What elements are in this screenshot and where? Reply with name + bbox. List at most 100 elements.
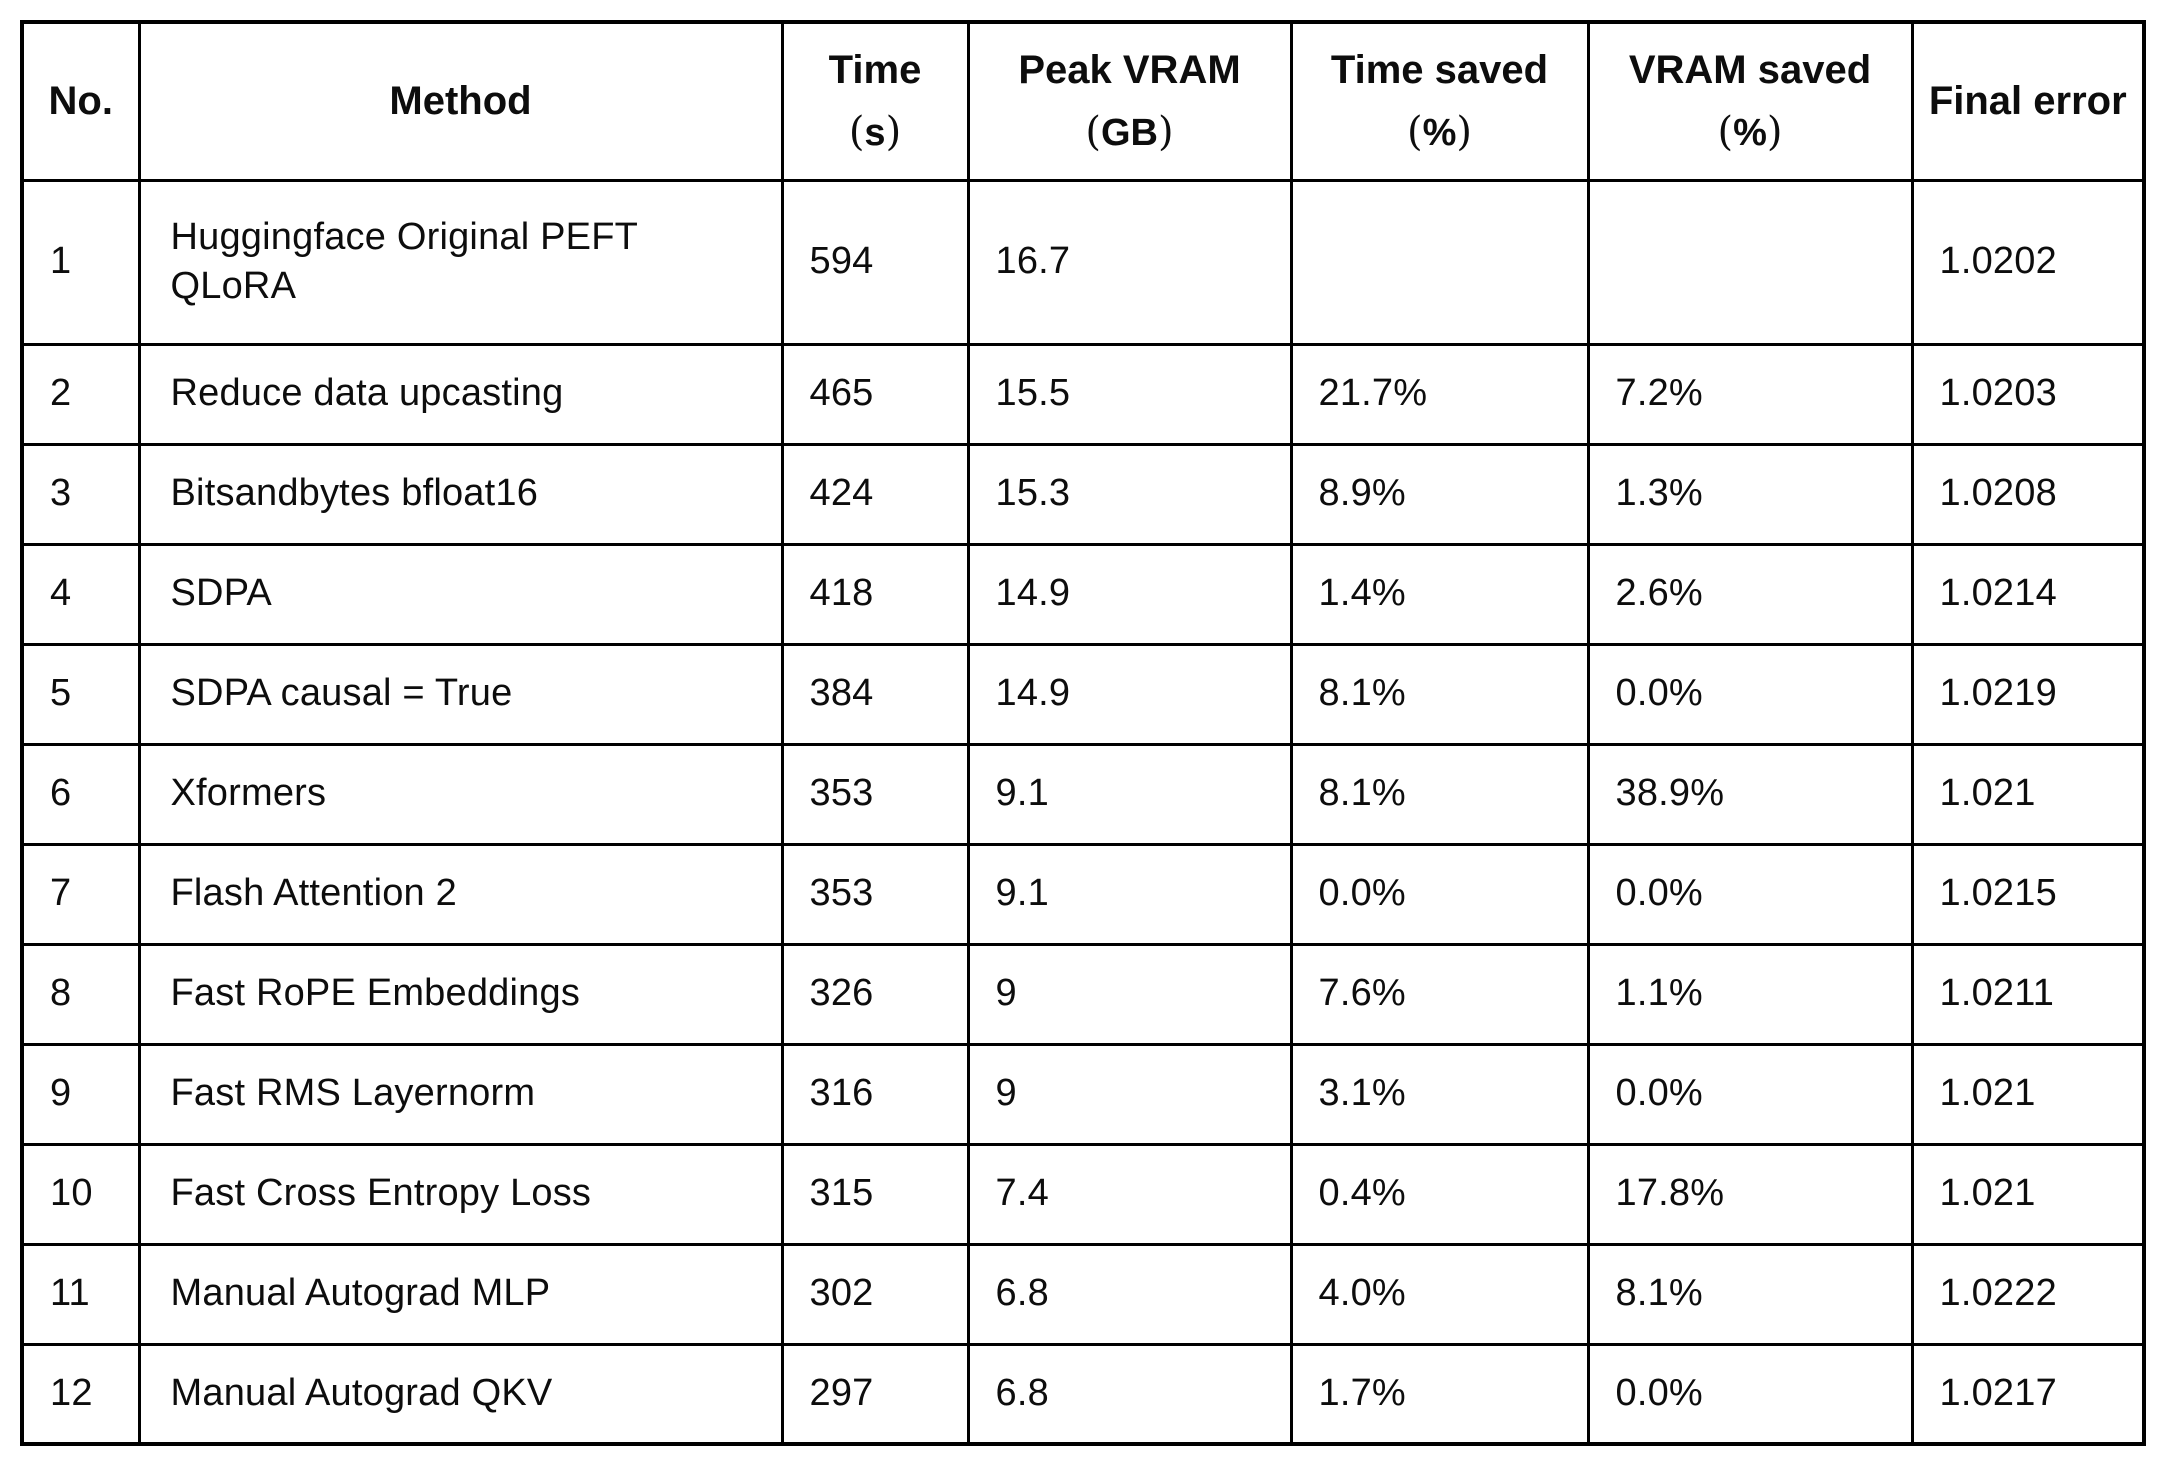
cell-peak-vram: 9.1: [966, 842, 1293, 946]
table-row: 12 Manual Autograd QKV 297 6.8 1.7% 0.0% 1.021…: [20, 1342, 2146, 1446]
cell-method: Fast Cross Entropy Loss: [137, 1142, 784, 1246]
column-header-final-error: Final error: [1910, 20, 2146, 182]
cell-final-error: 1.0208: [1910, 442, 2146, 546]
unit-text: s: [864, 112, 886, 154]
cell-peak-vram: 16.7: [966, 178, 1293, 346]
table-body: 1 Huggingface Original PEFT QLoRA 594 16.7 1…: [20, 178, 2146, 1446]
unit-text: GB: [1101, 112, 1158, 154]
cell-vram-saved: 17.8%: [1586, 1142, 1914, 1246]
cell-final-error: 1.0202: [1910, 178, 2146, 346]
paren-open: (: [1717, 109, 1734, 155]
paren-close: ): [1456, 109, 1472, 155]
cell-time: 302: [780, 1242, 970, 1346]
table-header: No. Method Time (s) Peak VRAM (GB) Time saved(…: [20, 20, 2146, 182]
cell-final-error: 1.0222: [1910, 1242, 2146, 1346]
column-header-time-saved: Time saved (%): [1289, 20, 1590, 182]
column-unit: (%): [1301, 107, 1579, 158]
cell-time-saved: 21.7%: [1289, 342, 1590, 446]
column-label: Method: [389, 79, 532, 124]
cell-peak-vram: 7.4: [966, 1142, 1293, 1246]
cell-final-error: 1.0203: [1910, 342, 2146, 446]
table-row: 6 Xformers 353 9.1 8.1% 38.9% 1.021: [20, 742, 2146, 846]
cell-time: 384: [780, 642, 970, 746]
cell-time: 353: [780, 742, 970, 846]
table-row: 1 Huggingface Original PEFT QLoRA 594 16.7 1…: [20, 178, 2146, 346]
cell-time: 297: [780, 1342, 970, 1446]
cell-final-error: 1.021: [1910, 742, 2146, 846]
column-label: Time: [828, 48, 922, 92]
cell-no: 12: [20, 1342, 141, 1446]
cell-no: 2: [20, 342, 141, 446]
column-unit: (%): [1598, 107, 1903, 158]
header-row: No. Method Time (s) Peak VRAM (GB) Time saved(…: [20, 20, 2146, 182]
cell-time-saved: [1289, 178, 1590, 346]
cell-no: 5: [20, 642, 141, 746]
benchmark-table-container: No. Method Time (s) Peak VRAM (GB) Time saved(…: [20, 20, 2146, 1446]
cell-time: 418: [780, 542, 970, 646]
table-row: 8 Fast RoPE Embeddings 326 9 7.6% 1.1% 1.0211: [20, 942, 2146, 1046]
cell-time: 594: [780, 178, 970, 346]
cell-method: Reduce data upcasting: [137, 342, 784, 446]
unit-text: %: [1422, 112, 1457, 154]
column-label: Final error: [1928, 79, 2127, 124]
cell-no: 6: [20, 742, 141, 846]
cell-method: SDPA causal = True: [137, 642, 784, 746]
cell-time-saved: 3.1%: [1289, 1042, 1590, 1146]
cell-peak-vram: 15.3: [966, 442, 1293, 546]
paren-close: ): [1766, 109, 1783, 155]
cell-method: Xformers: [137, 742, 784, 846]
table-row: 2 Reduce data upcasting 465 15.5 21.7% 7.2% 1.…: [20, 342, 2146, 446]
cell-time: 424: [780, 442, 970, 546]
table-row: 9 Fast RMS Layernorm 316 9 3.1% 0.0% 1.021: [20, 1042, 2146, 1146]
cell-time: 316: [780, 1042, 970, 1146]
cell-vram-saved: 7.2%: [1586, 342, 1914, 446]
cell-peak-vram: 9.1: [966, 742, 1293, 846]
column-label: Time saved: [1330, 48, 1549, 92]
cell-no: 11: [20, 1242, 141, 1346]
cell-peak-vram: 14.9: [966, 542, 1293, 646]
cell-final-error: 1.0219: [1910, 642, 2146, 746]
cell-time-saved: 1.4%: [1289, 542, 1590, 646]
table-row: 5 SDPA causal = True 384 14.9 8.1% 0.0% 1.0219: [20, 642, 2146, 746]
cell-no: 1: [20, 178, 141, 346]
cell-final-error: 1.0211: [1910, 942, 2146, 1046]
cell-peak-vram: 9: [966, 1042, 1293, 1146]
cell-peak-vram: 6.8: [966, 1242, 1293, 1346]
cell-vram-saved: 8.1%: [1586, 1242, 1914, 1346]
column-label: No.: [48, 79, 113, 124]
cell-time: 315: [780, 1142, 970, 1246]
paren-open: (: [1406, 109, 1423, 155]
cell-no: 4: [20, 542, 141, 646]
cell-time-saved: 7.6%: [1289, 942, 1590, 1046]
paren-open: (: [848, 109, 865, 155]
column-header-vram-saved: VRAM saved (%): [1586, 20, 1914, 182]
cell-time-saved: 0.4%: [1289, 1142, 1590, 1246]
cell-method: Huggingface Original PEFT QLoRA: [137, 178, 784, 346]
cell-method: SDPA: [137, 542, 784, 646]
cell-final-error: 1.0217: [1910, 1342, 2146, 1446]
cell-vram-saved: 38.9%: [1586, 742, 1914, 846]
cell-no: 3: [20, 442, 141, 546]
cell-no: 10: [20, 1142, 141, 1246]
cell-method: Manual Autograd QKV: [137, 1342, 784, 1446]
column-unit: (s): [792, 107, 959, 158]
cell-final-error: 1.021: [1910, 1042, 2146, 1146]
table-row: 11 Manual Autograd MLP 302 6.8 4.0% 8.1% 1.022…: [20, 1242, 2146, 1346]
paren-close: ): [1158, 109, 1174, 155]
unit-text: %: [1733, 112, 1767, 154]
cell-vram-saved: 1.3%: [1586, 442, 1914, 546]
cell-peak-vram: 14.9: [966, 642, 1293, 746]
cell-time-saved: 1.7%: [1289, 1342, 1590, 1446]
column-header-no: No.: [20, 20, 141, 182]
cell-final-error: 1.021: [1910, 1142, 2146, 1246]
cell-time: 326: [780, 942, 970, 1046]
table-row: 7 Flash Attention 2 353 9.1 0.0% 0.0% 1.0215: [20, 842, 2146, 946]
cell-time-saved: 8.9%: [1289, 442, 1590, 546]
column-label: Peak VRAM: [1018, 48, 1241, 92]
cell-peak-vram: 9: [966, 942, 1293, 1046]
cell-vram-saved: 2.6%: [1586, 542, 1914, 646]
column-header-peak-vram: Peak VRAM (GB): [966, 20, 1293, 182]
column-label: VRAM saved: [1628, 48, 1872, 92]
column-header-time: Time (s): [780, 20, 970, 182]
table-row: 4 SDPA 418 14.9 1.4% 2.6% 1.0214: [20, 542, 2146, 646]
